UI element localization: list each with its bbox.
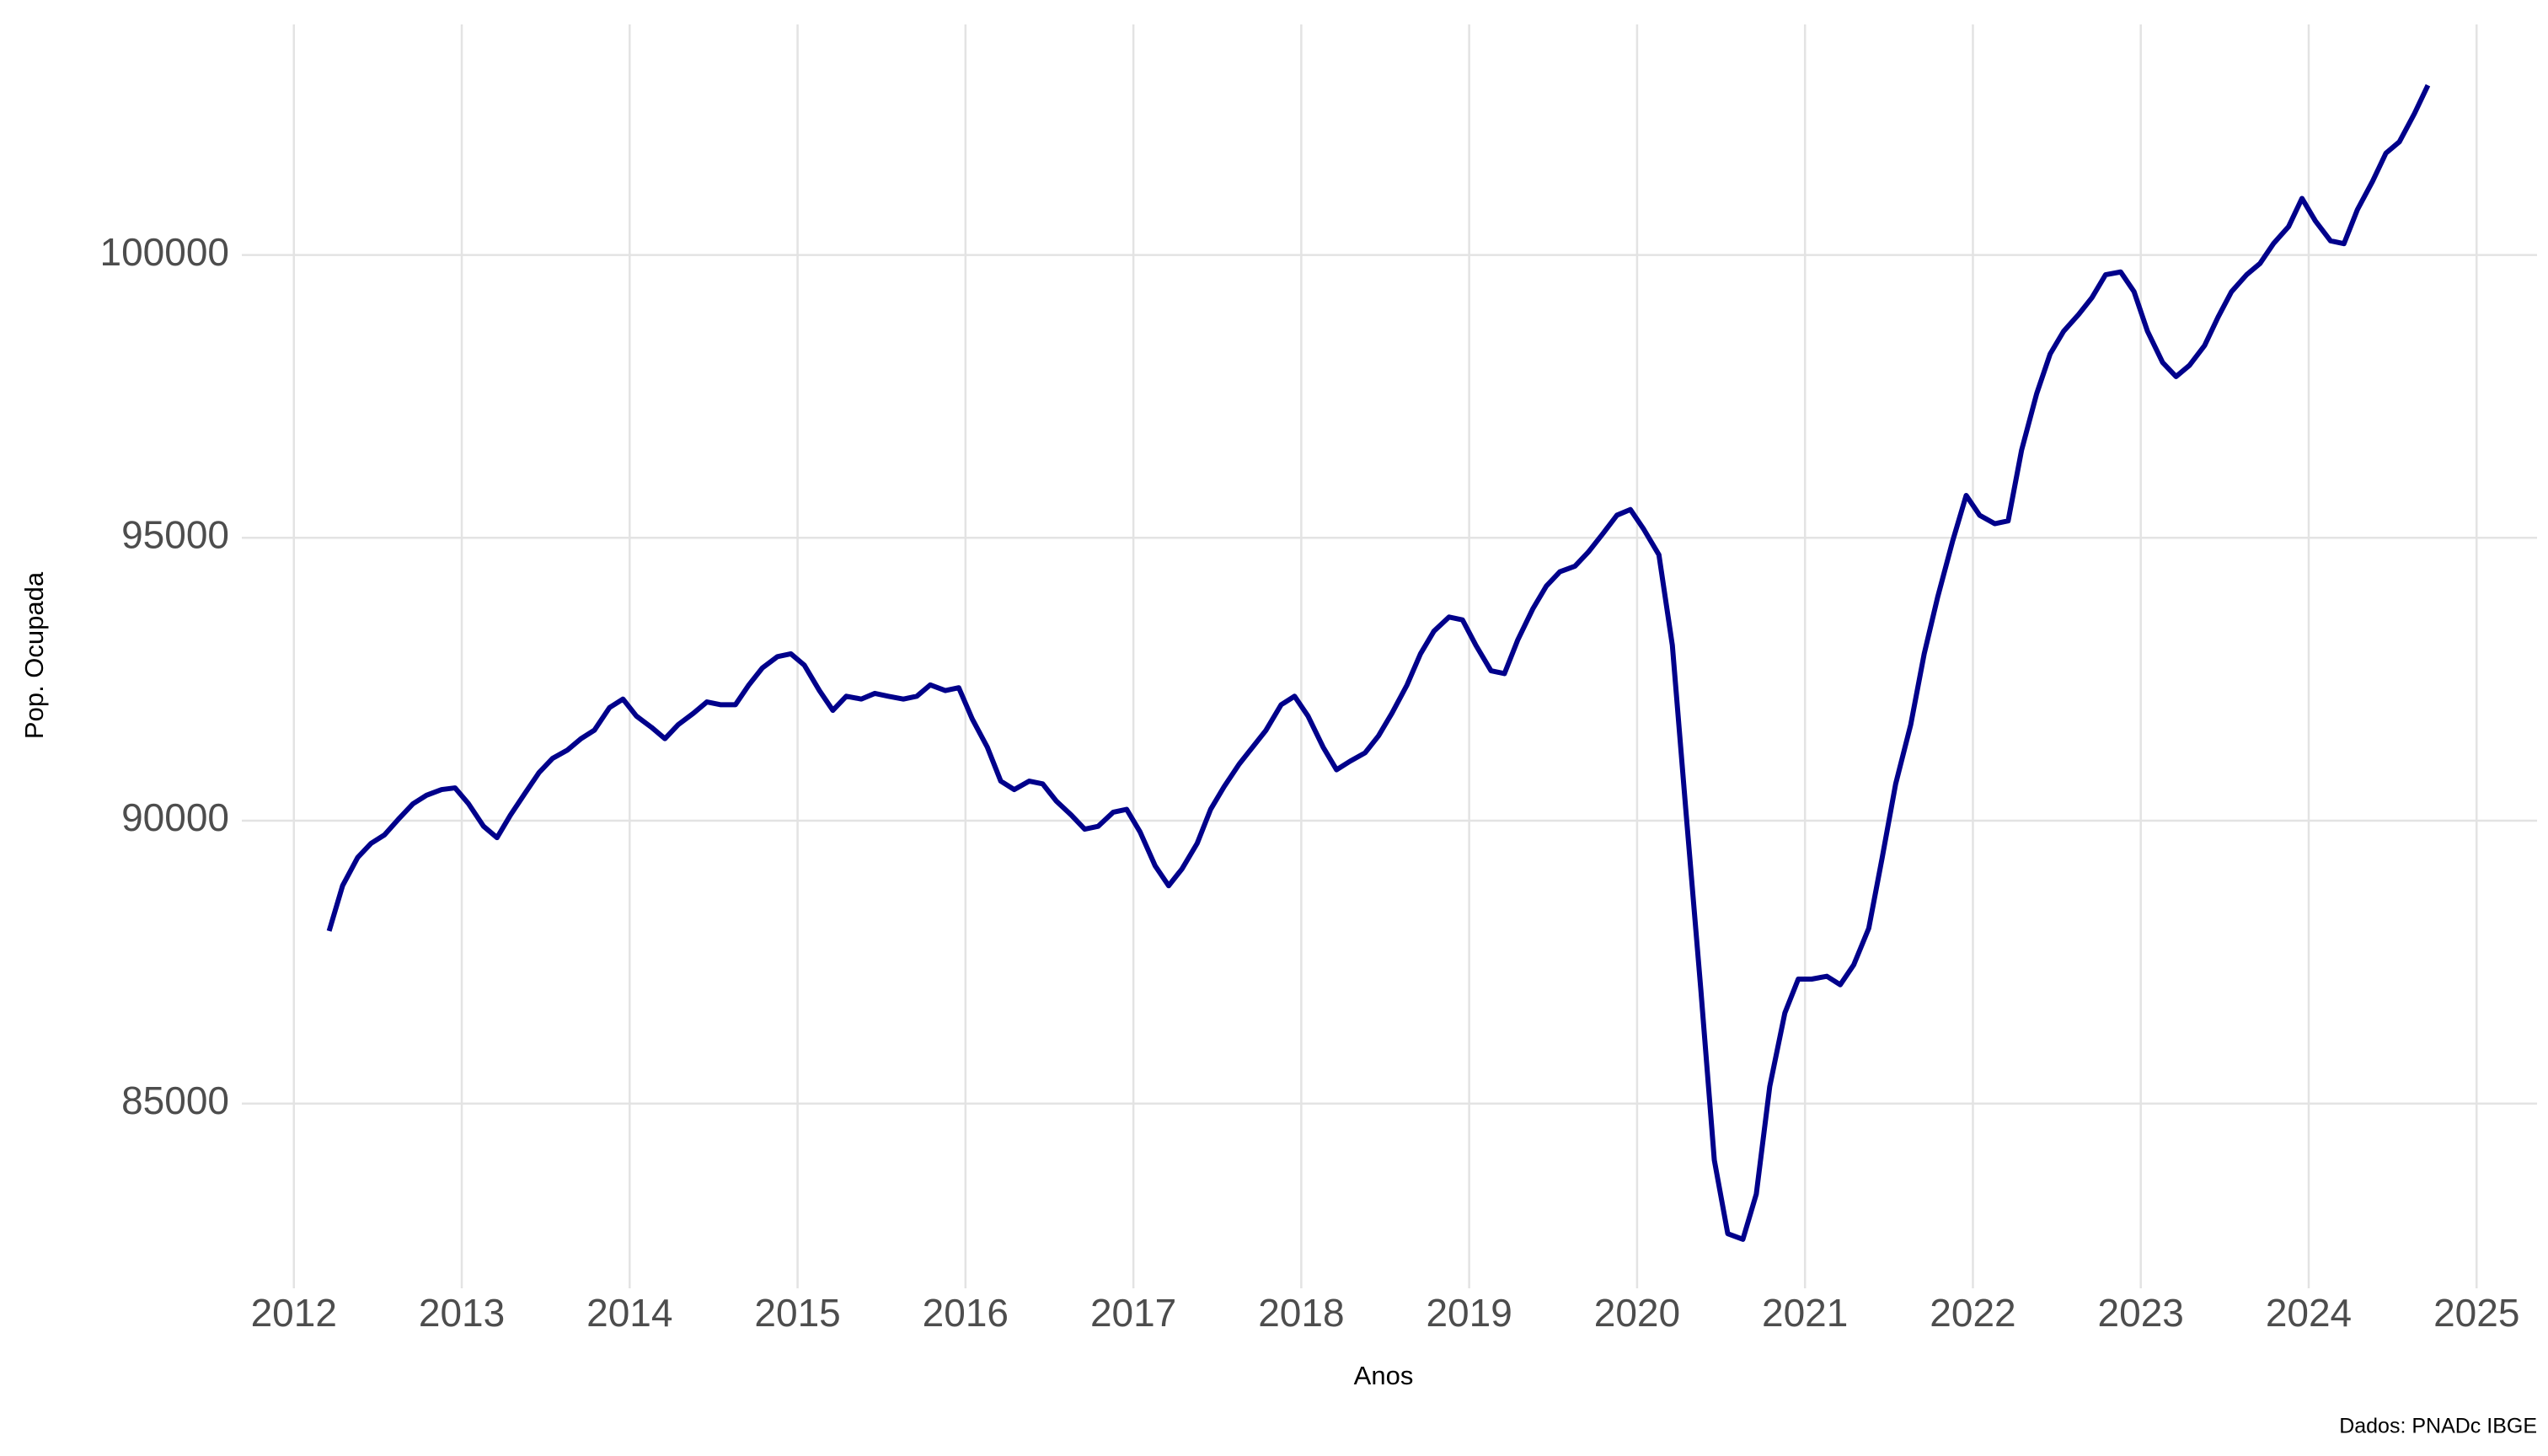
x-tick-label: 2019 xyxy=(1426,1291,1512,1335)
x-tick-label: 2012 xyxy=(251,1291,337,1335)
y-tick-label: 90000 xyxy=(121,795,229,839)
x-tick-label: 2014 xyxy=(586,1291,672,1335)
y-tick-label: 100000 xyxy=(100,230,230,274)
x-tick-label: 2016 xyxy=(923,1291,1009,1335)
x-tick-label: 2013 xyxy=(419,1291,505,1335)
x-tick-label: 2023 xyxy=(2098,1291,2184,1335)
y-tick-label: 95000 xyxy=(121,512,229,556)
y-axis-title: Pop. Ocupada xyxy=(19,571,49,739)
x-tick-label: 2025 xyxy=(2433,1291,2519,1335)
x-tick-label: 2021 xyxy=(1762,1291,1848,1335)
x-tick-label: 2022 xyxy=(1930,1291,2015,1335)
x-tick-label: 2024 xyxy=(2266,1291,2352,1335)
data-line xyxy=(326,83,2431,1242)
y-tick-label: 85000 xyxy=(121,1079,229,1122)
x-tick-label: 2020 xyxy=(1594,1291,1680,1335)
x-tick-label: 2017 xyxy=(1090,1291,1176,1335)
x-axis-title: Anos xyxy=(1354,1361,1414,1390)
caption: Dados: PNADc IBGE xyxy=(2339,1415,2537,1438)
x-tick-label: 2015 xyxy=(754,1291,840,1335)
x-tick-label: 2018 xyxy=(1258,1291,1344,1335)
